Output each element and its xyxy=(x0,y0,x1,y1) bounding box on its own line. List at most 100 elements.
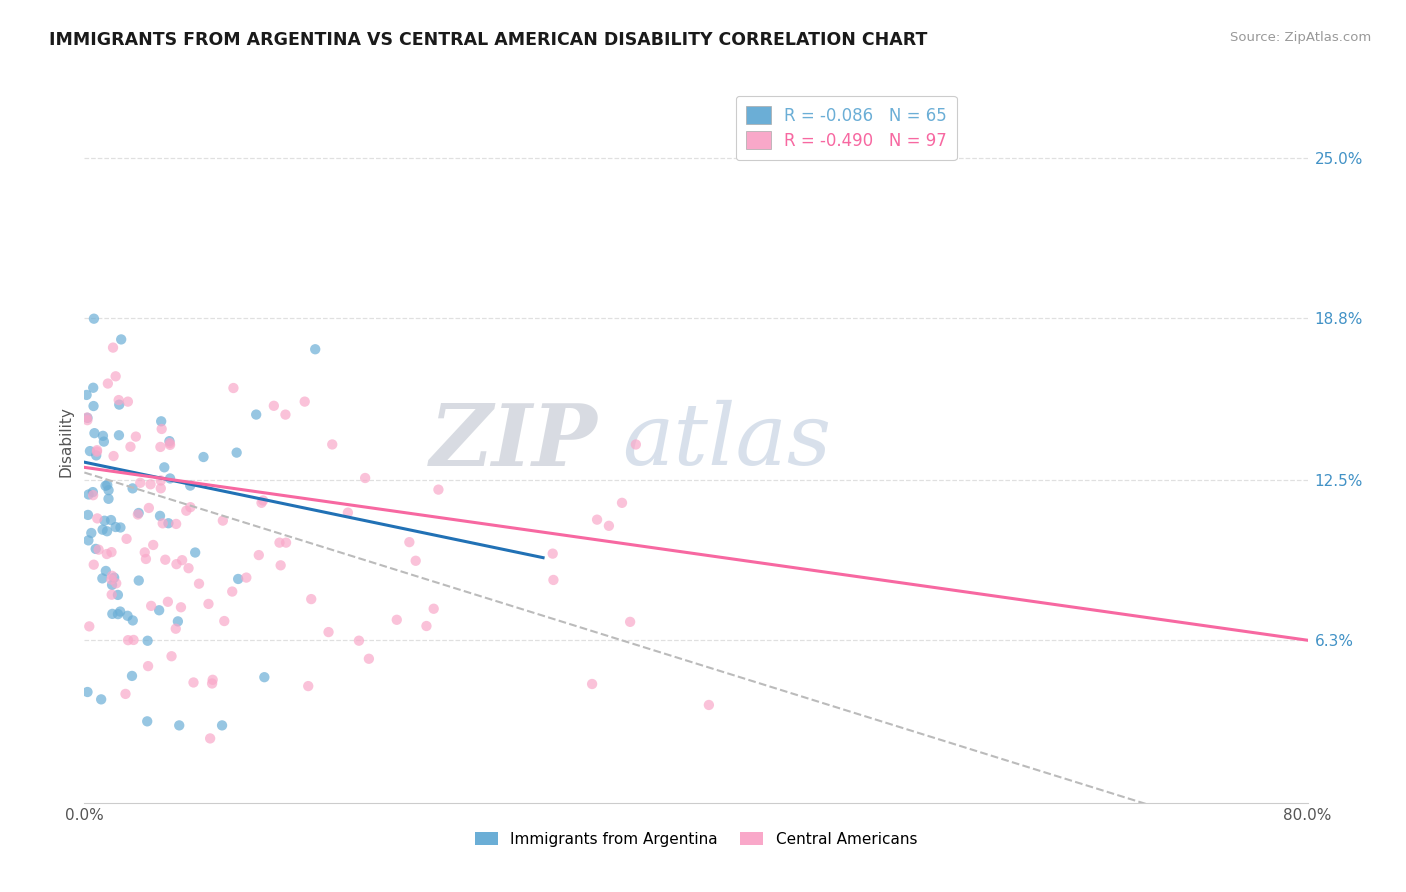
Point xyxy=(198,731,221,746)
Point xyxy=(101,607,124,621)
Point xyxy=(176,504,198,518)
Point xyxy=(619,615,641,629)
Point xyxy=(129,475,152,490)
Point xyxy=(134,545,156,559)
Point xyxy=(167,615,190,629)
Point xyxy=(96,547,118,561)
Point xyxy=(211,718,233,732)
Point xyxy=(77,487,100,501)
Point xyxy=(165,516,187,531)
Point xyxy=(84,541,107,556)
Point xyxy=(125,429,148,443)
Point xyxy=(117,394,139,409)
Point xyxy=(96,478,118,492)
Point xyxy=(155,552,177,566)
Point xyxy=(136,659,159,673)
Point xyxy=(269,535,291,549)
Point xyxy=(222,381,245,395)
Point xyxy=(159,436,181,450)
Point xyxy=(179,500,201,515)
Point xyxy=(121,614,143,628)
Point xyxy=(91,523,114,537)
Point xyxy=(357,652,380,666)
Point xyxy=(270,558,292,573)
Point xyxy=(299,592,322,607)
Point xyxy=(385,613,408,627)
Point xyxy=(235,571,257,585)
Point xyxy=(117,608,139,623)
Point xyxy=(105,576,128,591)
Point xyxy=(149,508,172,523)
Point xyxy=(354,471,377,485)
Point xyxy=(135,552,157,566)
Point xyxy=(581,677,603,691)
Point xyxy=(76,410,98,425)
Point xyxy=(110,520,132,534)
Point xyxy=(86,444,108,458)
Point xyxy=(697,698,720,712)
Point xyxy=(541,547,564,561)
Point xyxy=(87,542,110,557)
Point xyxy=(139,477,162,491)
Point xyxy=(121,669,143,683)
Point xyxy=(136,714,159,729)
Point xyxy=(108,398,131,412)
Point xyxy=(152,516,174,531)
Point xyxy=(165,622,187,636)
Point xyxy=(107,393,129,408)
Point xyxy=(250,496,273,510)
Point xyxy=(86,443,108,458)
Point xyxy=(214,614,236,628)
Point xyxy=(183,675,205,690)
Point xyxy=(100,588,122,602)
Point xyxy=(253,670,276,684)
Point xyxy=(422,601,444,615)
Point xyxy=(148,603,170,617)
Point xyxy=(82,488,104,502)
Point xyxy=(128,574,150,588)
Point xyxy=(415,619,437,633)
Point xyxy=(172,553,194,567)
Point xyxy=(543,573,565,587)
Point xyxy=(120,440,142,454)
Point xyxy=(598,518,620,533)
Point xyxy=(76,388,98,402)
Point xyxy=(101,578,124,592)
Text: atlas: atlas xyxy=(623,401,832,483)
Point xyxy=(170,600,193,615)
Y-axis label: Disability: Disability xyxy=(58,406,73,477)
Point xyxy=(263,399,285,413)
Point xyxy=(193,450,215,464)
Point xyxy=(197,597,219,611)
Point xyxy=(86,511,108,525)
Point xyxy=(110,333,132,347)
Point xyxy=(128,506,150,520)
Point xyxy=(104,369,127,384)
Point xyxy=(304,343,326,357)
Point xyxy=(100,513,122,527)
Point xyxy=(122,632,145,647)
Point xyxy=(142,538,165,552)
Point xyxy=(624,437,647,451)
Point xyxy=(336,506,359,520)
Point xyxy=(188,576,211,591)
Point xyxy=(165,557,187,571)
Point xyxy=(157,516,180,531)
Point xyxy=(107,607,129,621)
Point xyxy=(226,572,249,586)
Point xyxy=(141,599,163,613)
Point xyxy=(321,437,343,451)
Point xyxy=(159,471,181,485)
Point xyxy=(77,533,100,548)
Legend: Immigrants from Argentina, Central Americans: Immigrants from Argentina, Central Ameri… xyxy=(468,826,924,853)
Point xyxy=(84,449,107,463)
Point xyxy=(221,584,243,599)
Point xyxy=(100,573,122,587)
Point xyxy=(159,434,181,449)
Point xyxy=(103,571,125,585)
Point xyxy=(211,514,233,528)
Point xyxy=(153,460,176,475)
Point xyxy=(90,692,112,706)
Point xyxy=(398,535,420,549)
Point xyxy=(121,482,143,496)
